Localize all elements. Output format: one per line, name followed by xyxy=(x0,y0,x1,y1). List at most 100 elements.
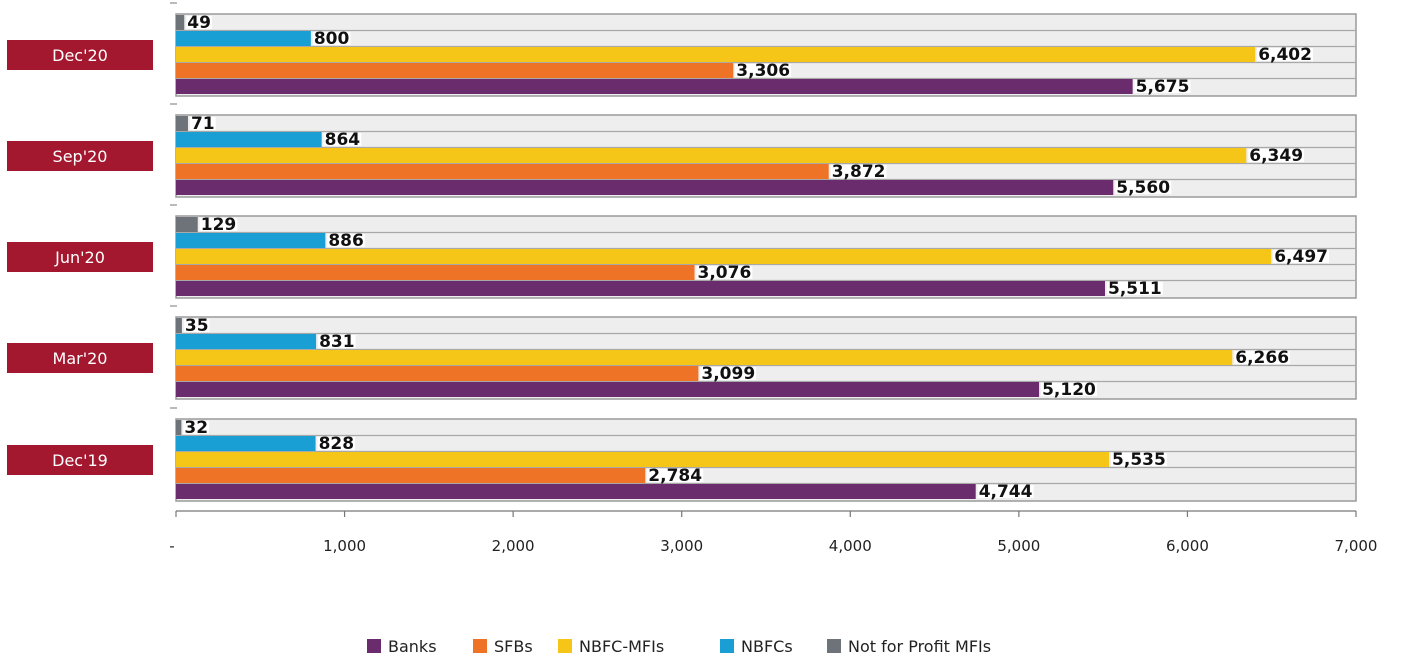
category-label-box xyxy=(7,141,153,171)
bar-nbfc-mfis xyxy=(176,452,1110,467)
bar-not-for-profit-mfis xyxy=(176,217,198,232)
x-tick-label: 6,000 xyxy=(1166,537,1209,555)
data-label-background xyxy=(647,469,704,482)
bar-nbfcs xyxy=(176,334,317,349)
x-tick-label: 5,000 xyxy=(997,537,1040,555)
data-label-background xyxy=(323,133,362,146)
x-tick-label: 3,000 xyxy=(660,537,703,555)
data-label: 129 xyxy=(201,215,237,235)
data-label-background xyxy=(199,218,238,231)
data-label-background xyxy=(1234,351,1291,364)
bar-nbfcs xyxy=(176,233,326,248)
bar-sfbs xyxy=(176,63,734,78)
data-label-background xyxy=(312,32,351,45)
data-label-background xyxy=(1106,282,1163,295)
bar-not-for-profit-mfis xyxy=(176,318,182,333)
data-label-background xyxy=(1257,48,1313,61)
x-tick-label: - xyxy=(169,537,174,555)
legend-label: SFBs xyxy=(494,637,533,656)
data-label: 6,266 xyxy=(1235,348,1289,368)
x-tick-label: 1,000 xyxy=(323,537,366,555)
bar-banks xyxy=(176,180,1114,195)
data-label: 3,076 xyxy=(698,263,752,283)
data-label: 2,784 xyxy=(648,466,702,486)
bar-sfbs xyxy=(176,366,699,381)
legend-swatch xyxy=(473,639,487,653)
data-label-background xyxy=(1273,250,1329,263)
data-label-background xyxy=(1041,383,1098,396)
category-label: Dec'20 xyxy=(52,46,108,65)
legend-swatch xyxy=(558,639,572,653)
bar-banks xyxy=(176,281,1105,296)
bar-nbfcs xyxy=(176,436,316,451)
data-label: 5,511 xyxy=(1108,279,1162,299)
data-label: 828 xyxy=(319,434,355,454)
data-label: 32 xyxy=(184,418,208,438)
bar-not-for-profit-mfis xyxy=(176,116,188,131)
data-label-background xyxy=(735,64,792,77)
data-label: 886 xyxy=(328,231,364,251)
legend-swatch xyxy=(827,639,841,653)
x-tick-label: 2,000 xyxy=(492,537,535,555)
category-label-box xyxy=(7,445,153,475)
bar-nbfc-mfis xyxy=(176,148,1247,163)
data-label: 35 xyxy=(185,316,209,336)
data-label-background xyxy=(1111,453,1167,466)
data-label: 49 xyxy=(187,13,211,33)
data-label-background xyxy=(183,319,210,332)
legend-label: Not for Profit MFIs xyxy=(848,637,991,656)
legend-label: Banks xyxy=(388,637,437,656)
category-label: Sep'20 xyxy=(53,147,108,166)
category-label: Dec'19 xyxy=(52,451,108,470)
legend-swatch xyxy=(720,639,734,653)
data-label: 3,872 xyxy=(832,162,886,182)
x-tick-label: 7,000 xyxy=(1335,537,1378,555)
data-label: 4,744 xyxy=(979,482,1033,502)
data-label: 5,675 xyxy=(1136,77,1190,97)
data-label: 5,120 xyxy=(1042,380,1096,400)
data-label-background xyxy=(186,16,212,29)
bar-nbfcs xyxy=(176,31,311,46)
bar-nbfc-mfis xyxy=(176,350,1233,365)
data-label: 864 xyxy=(325,130,361,150)
legend-label: NBFC-MFIs xyxy=(579,637,664,656)
bar-banks xyxy=(176,382,1040,397)
data-label-background xyxy=(700,367,757,380)
data-label: 831 xyxy=(319,332,355,352)
data-label-background xyxy=(1134,80,1191,93)
data-label-background xyxy=(1115,181,1172,194)
category-label-box xyxy=(7,40,153,70)
data-label: 71 xyxy=(191,114,215,134)
bar-sfbs xyxy=(176,164,829,179)
data-label: 5,560 xyxy=(1116,178,1170,198)
legend-swatch xyxy=(367,639,381,653)
bar-nbfc-mfis xyxy=(176,47,1256,62)
bar-banks xyxy=(176,484,976,499)
data-label-background xyxy=(183,421,210,434)
category-label: Mar'20 xyxy=(53,349,108,368)
bar-nbfcs xyxy=(176,132,322,147)
data-label-background xyxy=(830,165,887,178)
data-label-background xyxy=(327,234,365,247)
data-label-background xyxy=(318,335,356,348)
data-label: 3,099 xyxy=(701,364,755,384)
category-label-box xyxy=(7,343,153,373)
data-label-background xyxy=(1248,149,1305,162)
bar-banks xyxy=(176,79,1133,94)
bar-sfbs xyxy=(176,265,695,280)
legend-label: NBFCs xyxy=(741,637,793,656)
data-label-background xyxy=(317,437,356,450)
category-label: Jun'20 xyxy=(54,248,105,267)
data-label-background xyxy=(189,117,216,130)
category-label-box xyxy=(7,242,153,272)
bar-sfbs xyxy=(176,468,646,483)
bar-not-for-profit-mfis xyxy=(176,15,185,30)
data-label: 800 xyxy=(314,29,350,49)
data-label: 6,349 xyxy=(1249,146,1303,166)
data-label: 3,306 xyxy=(736,61,790,81)
x-tick-label: 4,000 xyxy=(829,537,872,555)
data-label: 6,497 xyxy=(1274,247,1328,267)
data-label-background xyxy=(696,266,753,279)
data-label: 6,402 xyxy=(1258,45,1312,65)
